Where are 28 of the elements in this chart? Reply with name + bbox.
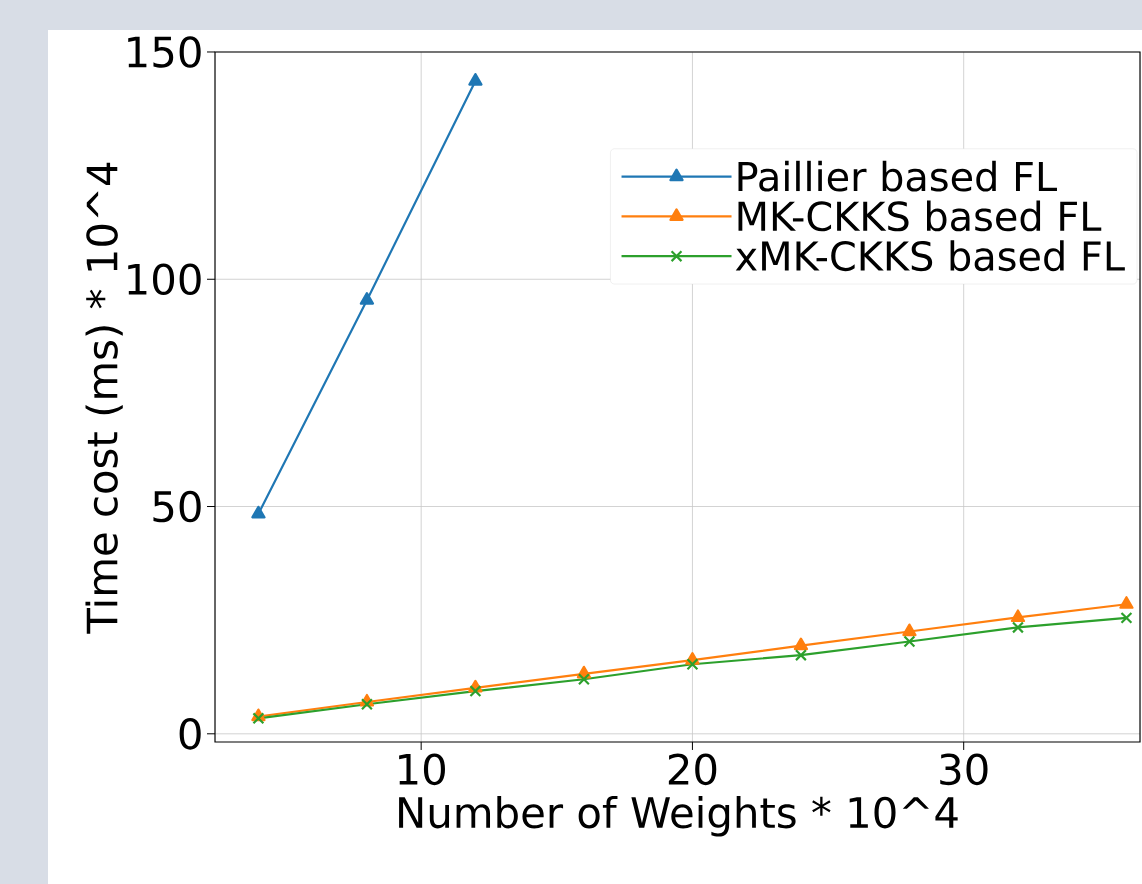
y-axis-title: Time cost (ms) * 10^4 xyxy=(85,162,123,634)
point xyxy=(903,635,916,648)
point xyxy=(1119,596,1134,609)
point xyxy=(1120,611,1133,624)
point xyxy=(468,72,483,86)
y-tick-label: 150 xyxy=(128,36,201,68)
x-tick-label: 30 xyxy=(940,753,988,786)
point xyxy=(469,685,482,698)
legend-label: Paillier based FL xyxy=(738,160,1057,192)
x-axis-title: Number of Weights * 10^4 xyxy=(399,795,958,837)
point xyxy=(794,649,807,662)
y-tick-label: 0 xyxy=(179,717,201,750)
legend-label: xMK-CKKS based FL xyxy=(735,240,1125,272)
legend-label: MK-CKKS based FL xyxy=(738,200,1102,232)
point xyxy=(902,623,917,637)
point xyxy=(1011,621,1024,634)
point xyxy=(251,505,266,519)
point xyxy=(359,292,375,305)
point xyxy=(793,637,809,651)
y-tick-label: 50 xyxy=(153,490,201,523)
x-tick-label: 10 xyxy=(399,753,445,786)
point xyxy=(686,658,699,671)
x-tick-label: 20 xyxy=(668,753,717,786)
y-tick-label: 100 xyxy=(128,263,201,296)
point xyxy=(577,673,590,686)
point xyxy=(252,712,265,725)
point xyxy=(1010,609,1026,623)
point xyxy=(360,698,373,711)
